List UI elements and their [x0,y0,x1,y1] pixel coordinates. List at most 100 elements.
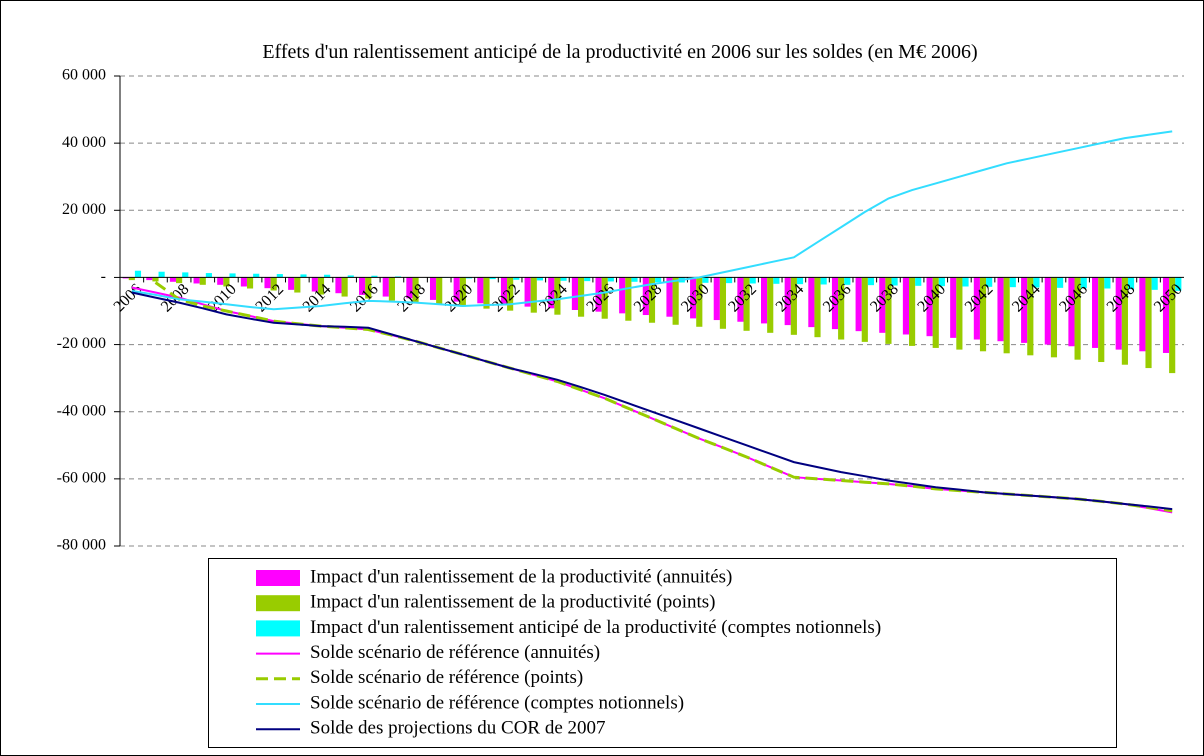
bar [696,277,703,327]
bar [477,277,484,304]
bar [152,277,159,282]
bar [1115,277,1122,350]
y-tick-label: -60 000 [57,470,106,487]
bar [844,277,851,285]
y-tick-label: - [101,268,106,285]
bar [134,270,142,278]
bar [240,277,247,287]
bar [1027,277,1034,356]
bar [382,277,389,297]
bar [1127,277,1135,290]
bar [276,274,283,278]
bar [1169,277,1176,374]
bar [1104,277,1111,289]
bar [607,277,614,282]
legend-swatch [256,595,300,612]
bar [253,273,260,278]
bar [962,277,969,287]
bar [429,277,437,300]
bar [406,277,413,299]
bar [879,277,886,333]
bar [631,277,638,282]
y-tick-label: 40 000 [62,134,106,151]
y-tick-label: 20 000 [62,201,106,218]
bar [648,277,656,323]
bar [672,277,679,325]
bar [199,277,206,285]
legend-label: Impact d'un ralentissement anticipé de l… [310,617,881,638]
bar [737,277,744,322]
bar [979,277,987,352]
bar [359,277,366,295]
bar [1139,277,1146,352]
bar [831,277,839,330]
bar [577,277,585,317]
bar [513,277,520,280]
bar [146,277,153,281]
bar [902,277,910,335]
bar [932,277,939,348]
bar [796,277,804,285]
bar [489,277,496,280]
bar [642,277,649,316]
bar [453,277,460,302]
bar [371,275,378,278]
bar [1009,277,1016,288]
bar [938,277,945,287]
bar [317,277,325,295]
bar [1044,277,1051,345]
bar [246,277,254,289]
bar [950,277,957,338]
bar [749,277,756,284]
bar [666,277,673,317]
bar [885,277,892,344]
bar [1121,277,1128,365]
bar [530,277,537,313]
bar [335,277,342,294]
bar [1145,277,1152,369]
bar [554,277,561,315]
bar [891,277,898,286]
bar [973,277,980,340]
bar [1003,277,1010,354]
bar [1098,277,1105,363]
bar [223,277,230,287]
bar [394,276,402,278]
bar [548,277,555,309]
bar [1021,277,1028,343]
bar [601,277,608,319]
bar [855,277,862,332]
bar [820,277,827,285]
legend-label: Solde scénario de référence (points) [310,667,583,688]
bar [926,277,933,337]
bar [702,277,709,283]
bar [500,277,508,305]
legend-label: Impact d'un ralentissement de la product… [310,592,715,613]
bar [997,277,1004,342]
bar [986,277,993,287]
bar [264,277,271,289]
bar [719,277,727,329]
bar [784,277,791,326]
bar [861,277,868,342]
y-tick-label: 60 000 [62,67,106,84]
bar [1175,277,1182,291]
bar [909,277,916,346]
bar [619,277,626,314]
bar [790,277,797,335]
bar [726,277,733,284]
bar [300,274,307,278]
bar [1092,277,1099,348]
bar [915,277,922,286]
bar [713,277,720,321]
legend-label: Solde scénario de référence (annuités) [310,642,600,663]
bar [595,277,602,312]
bar [1080,277,1087,289]
bar [388,277,395,301]
bar [205,273,212,278]
bar [773,277,780,284]
bar [347,275,354,278]
bar [808,277,815,328]
bar [838,277,845,340]
